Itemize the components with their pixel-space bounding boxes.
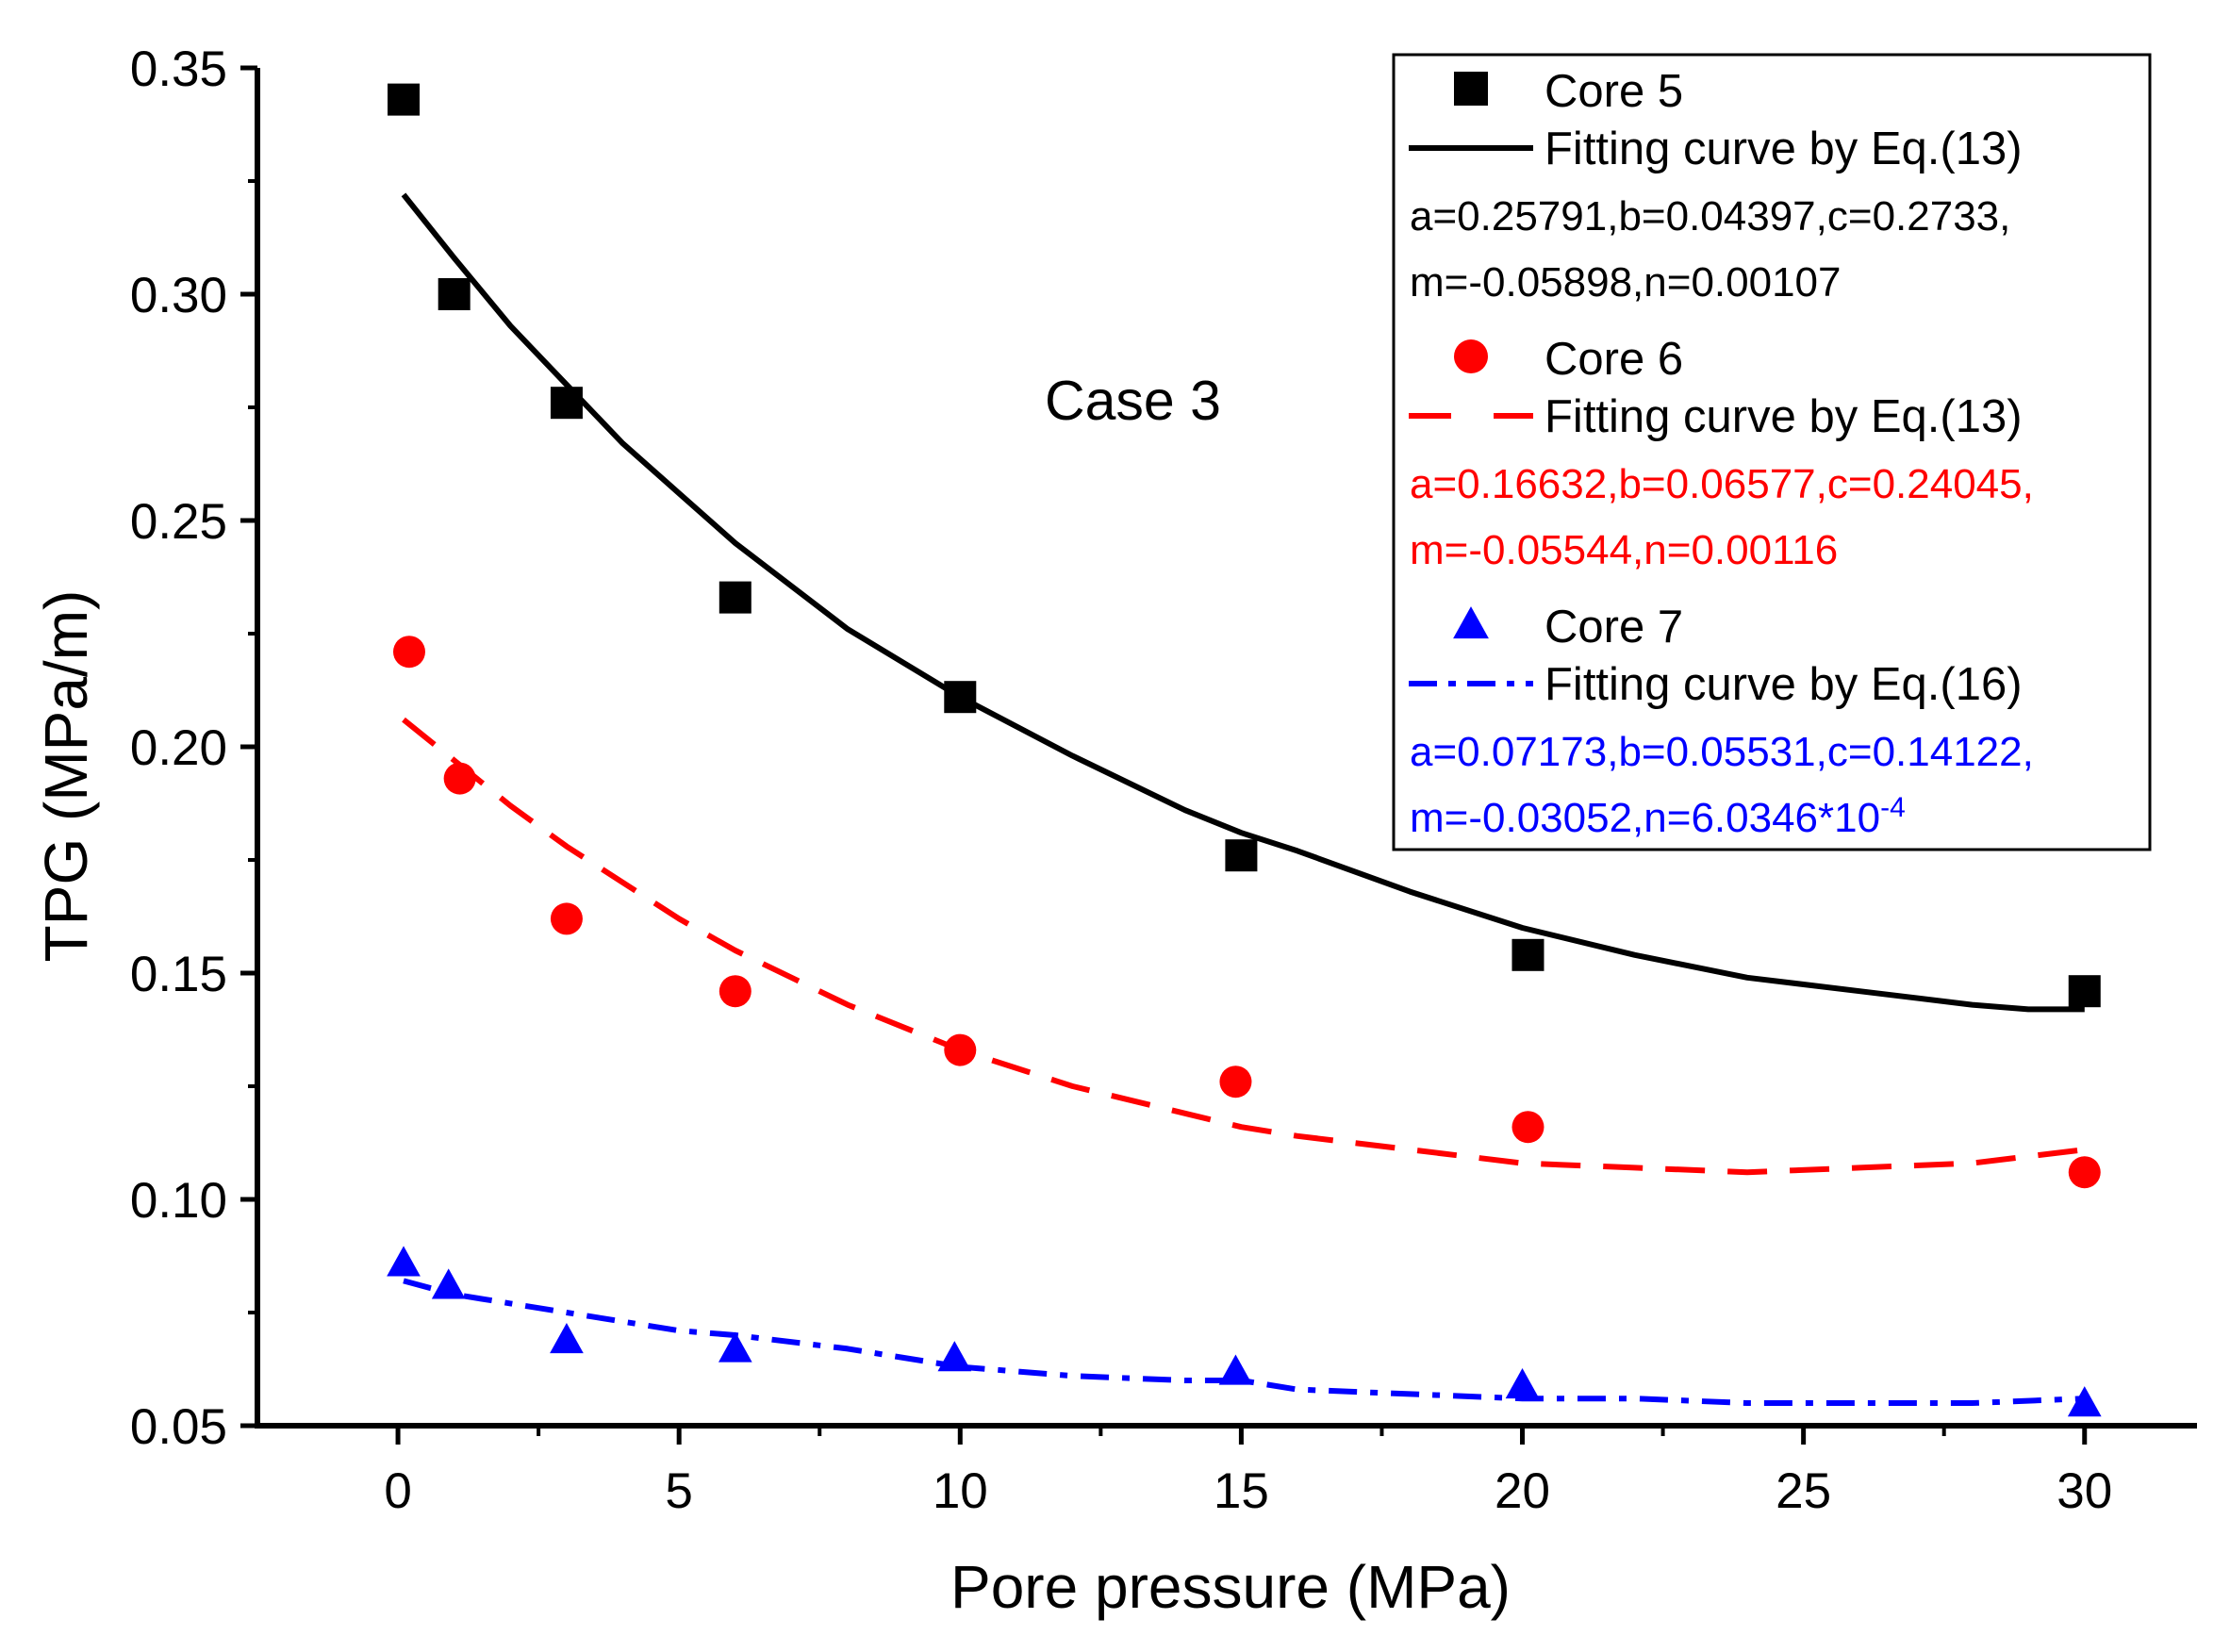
y-tick-label: 0.05 — [130, 1399, 227, 1455]
legend: Core 5 Fitting curve by Eq.(13) a=0.25791,… — [1392, 53, 2152, 851]
core-5-fit-line — [401, 192, 2085, 1013]
core-7-point — [550, 1322, 584, 1354]
x-tick-label: 15 — [1214, 1463, 1269, 1519]
core-7-point — [718, 1331, 752, 1363]
x-tick-label: 0 — [384, 1463, 411, 1519]
core-7-point — [431, 1268, 466, 1299]
core-5-point — [388, 83, 421, 116]
x-tick-label: 5 — [665, 1463, 692, 1519]
core-5-point — [1511, 938, 1544, 971]
y-tick-label: 0.20 — [130, 720, 227, 776]
core-6-point — [2068, 1156, 2101, 1189]
legend-marker-core-5 — [1454, 72, 1488, 106]
legend-params-core-6: a=0.16632,b=0.06577,c=0.24045, — [1410, 461, 2034, 507]
core-7-point — [1218, 1354, 1253, 1385]
x-axis-title: Pore pressure (MPa) — [950, 1553, 1511, 1621]
core-7-fit-line — [403, 1278, 2085, 1406]
case-annotation: Case 3 — [1045, 370, 1221, 432]
y-tick-label: 0.10 — [130, 1173, 227, 1229]
legend-params-core-5-line2: m=-0.05898,n=0.00107 — [1410, 259, 1842, 306]
legend-marker-core-6 — [1454, 339, 1488, 373]
y-tick-label: 0.30 — [130, 268, 227, 323]
legend-label-core-6: Core 6 — [1544, 334, 1683, 385]
legend-label-core-7-fit: Fitting curve by Eq.(16) — [1544, 659, 2023, 710]
legend-params-core-5: a=0.25791,b=0.04397,c=0.2733, — [1410, 193, 2010, 240]
core-6-fit-line — [402, 717, 2086, 1176]
y-tick-label: 0.35 — [130, 41, 227, 97]
core-5-point — [550, 387, 583, 420]
core-5-point — [719, 581, 752, 614]
core-7-point — [387, 1246, 421, 1277]
legend-params-core-7-line2: m=-0.03052,n=6.0346*10-4 — [1410, 792, 1906, 841]
x-tick-label: 25 — [1776, 1463, 1831, 1519]
core-7-point — [2067, 1386, 2102, 1417]
core-6-point — [1511, 1111, 1544, 1144]
legend-params-core-6-line2: m=-0.05544,n=0.00116 — [1410, 527, 1838, 573]
legend-label-core-5-fit: Fitting curve by Eq.(13) — [1544, 124, 2023, 174]
core-6-point — [550, 902, 583, 935]
core-7-point — [1505, 1367, 1540, 1399]
axes: 0 5 10 15 20 25 30 0.05 0.10 0.15 0.20 0.25 0.30 0.35 — [130, 41, 2197, 1519]
y-axis-title: TPG (MPa/m) — [32, 590, 100, 963]
legend-label-core-5: Core 5 — [1544, 66, 1683, 117]
core-7-point — [937, 1341, 972, 1372]
y-tick-label: 0.25 — [130, 494, 227, 550]
legend-box — [1392, 53, 2152, 851]
core-5-point — [438, 278, 471, 310]
core-6-point — [1219, 1066, 1252, 1099]
x-tick-label: 30 — [2057, 1463, 2112, 1519]
y-tick-label: 0.15 — [130, 947, 227, 1002]
core-6-point — [719, 975, 752, 1008]
core-5-point — [1225, 839, 1258, 872]
core-6-point — [443, 762, 476, 795]
fit-lines — [401, 192, 2086, 1406]
legend-label-core-6-fit: Fitting curve by Eq.(13) — [1544, 391, 2023, 442]
core-6-point — [944, 1033, 977, 1066]
core-5-point — [944, 681, 977, 714]
data-points — [387, 83, 2102, 1417]
legend-params-core-7: a=0.07173,b=0.05531,c=0.14122, — [1410, 729, 2034, 775]
legend-label-core-7: Core 7 — [1544, 602, 1683, 653]
core-5-point — [2068, 975, 2101, 1008]
x-tick-label: 20 — [1495, 1463, 1550, 1519]
legend-marker-core-7 — [1453, 606, 1489, 639]
x-tick-label: 10 — [933, 1463, 988, 1519]
core-6-point — [392, 636, 425, 669]
